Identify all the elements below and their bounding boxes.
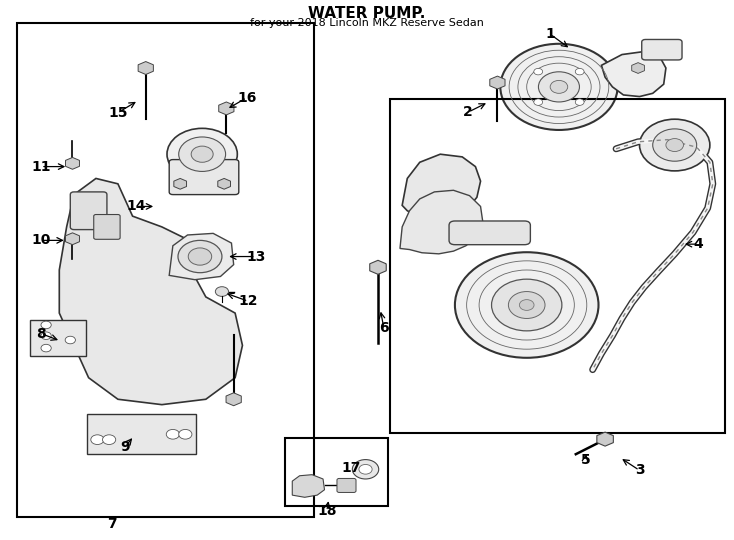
Circle shape xyxy=(575,99,584,105)
Circle shape xyxy=(167,429,179,439)
Polygon shape xyxy=(402,154,481,219)
FancyBboxPatch shape xyxy=(70,192,107,230)
Polygon shape xyxy=(601,52,666,97)
Circle shape xyxy=(639,119,710,171)
Text: 15: 15 xyxy=(108,106,128,120)
Polygon shape xyxy=(632,63,644,73)
Circle shape xyxy=(575,69,584,75)
Circle shape xyxy=(455,252,598,358)
Circle shape xyxy=(178,137,225,171)
Text: 9: 9 xyxy=(120,440,130,454)
Text: 16: 16 xyxy=(237,91,257,105)
Polygon shape xyxy=(219,102,234,115)
Text: 6: 6 xyxy=(379,321,389,335)
Polygon shape xyxy=(174,178,186,189)
Text: 13: 13 xyxy=(246,249,265,264)
Circle shape xyxy=(352,460,379,479)
FancyBboxPatch shape xyxy=(337,478,356,492)
Circle shape xyxy=(91,435,104,444)
Polygon shape xyxy=(138,62,153,75)
FancyBboxPatch shape xyxy=(449,221,531,245)
Text: 17: 17 xyxy=(341,461,360,475)
Circle shape xyxy=(41,332,51,340)
FancyBboxPatch shape xyxy=(94,214,120,239)
Circle shape xyxy=(41,345,51,352)
Circle shape xyxy=(191,146,213,163)
Text: 11: 11 xyxy=(32,160,51,173)
Circle shape xyxy=(653,129,697,161)
Polygon shape xyxy=(400,190,483,254)
Polygon shape xyxy=(59,178,242,404)
Circle shape xyxy=(178,240,222,273)
Polygon shape xyxy=(226,393,241,406)
Polygon shape xyxy=(218,178,230,189)
Circle shape xyxy=(539,72,579,102)
FancyBboxPatch shape xyxy=(642,39,682,60)
Circle shape xyxy=(534,99,542,105)
Circle shape xyxy=(215,287,228,296)
Circle shape xyxy=(167,129,237,180)
Text: 10: 10 xyxy=(32,233,51,247)
Polygon shape xyxy=(292,475,324,497)
Circle shape xyxy=(65,336,76,344)
Text: 18: 18 xyxy=(317,504,336,518)
Polygon shape xyxy=(65,233,79,245)
Text: for your 2018 Lincoln MKZ Reserve Sedan: for your 2018 Lincoln MKZ Reserve Sedan xyxy=(250,18,484,28)
Text: 5: 5 xyxy=(581,453,590,467)
Text: 1: 1 xyxy=(545,27,555,41)
FancyBboxPatch shape xyxy=(30,320,86,356)
Circle shape xyxy=(534,69,542,75)
Circle shape xyxy=(509,292,545,319)
Circle shape xyxy=(41,321,51,329)
Circle shape xyxy=(492,279,562,331)
Circle shape xyxy=(550,80,567,93)
FancyBboxPatch shape xyxy=(87,414,195,454)
Text: 7: 7 xyxy=(107,517,117,531)
Text: 2: 2 xyxy=(463,105,473,119)
Polygon shape xyxy=(65,158,79,169)
Text: 4: 4 xyxy=(694,237,703,251)
Circle shape xyxy=(520,300,534,310)
Circle shape xyxy=(103,435,116,444)
Polygon shape xyxy=(370,260,386,274)
FancyBboxPatch shape xyxy=(170,160,239,194)
Circle shape xyxy=(188,248,211,265)
Circle shape xyxy=(666,139,683,152)
Circle shape xyxy=(501,44,617,130)
Text: 8: 8 xyxy=(36,327,46,341)
Circle shape xyxy=(359,464,372,474)
Polygon shape xyxy=(490,76,505,89)
Circle shape xyxy=(178,429,192,439)
Text: 12: 12 xyxy=(239,294,258,308)
Polygon shape xyxy=(597,432,614,446)
Polygon shape xyxy=(170,233,233,280)
Text: 3: 3 xyxy=(635,463,644,477)
Text: WATER PUMP.: WATER PUMP. xyxy=(308,6,426,21)
Text: 14: 14 xyxy=(126,199,146,213)
